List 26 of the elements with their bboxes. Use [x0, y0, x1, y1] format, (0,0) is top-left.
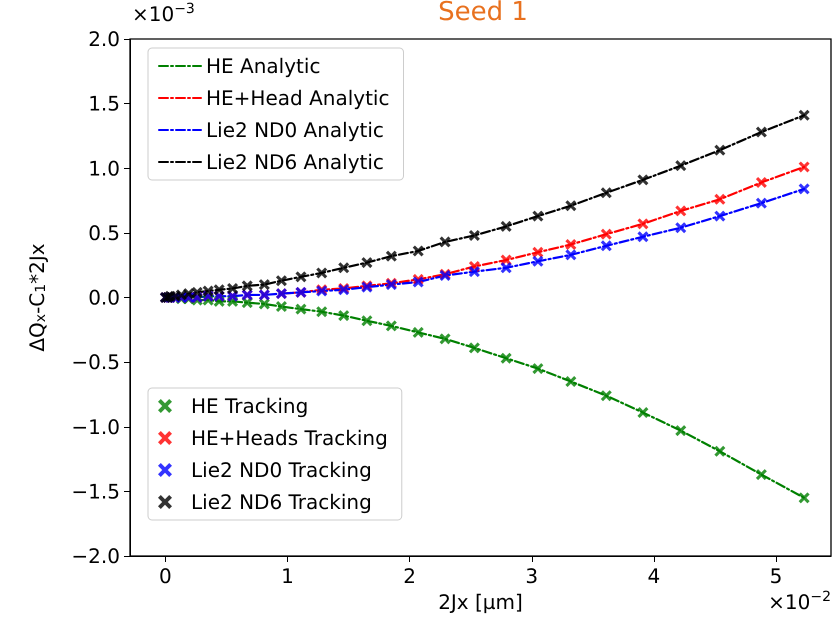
y-tick-label: −1.5: [71, 479, 120, 504]
x-tick-label: 2: [403, 564, 416, 588]
y-tick-label: 0.5: [88, 220, 120, 245]
legend-label: HE Tracking: [191, 394, 308, 418]
legend-label: Lie2 ND0 Analytic: [206, 118, 384, 142]
y-tick-label: 1.5: [88, 92, 120, 116]
x-axis-title: 2Jx [μm]: [438, 590, 523, 614]
x-tick-label: 5: [770, 564, 782, 588]
y-tick-label: −0.5: [71, 350, 120, 374]
y-tick-label: 2.0: [88, 27, 120, 51]
legend-label: Lie2 ND6 Tracking: [191, 490, 372, 514]
x-tick-label: 1: [281, 564, 294, 588]
x-tick-label: 0: [159, 564, 172, 588]
chart-title: Seed 1: [438, 0, 528, 27]
y-tick-label: 1.0: [88, 156, 120, 180]
y-axis-title: ΔQx-C1*2Jx: [25, 243, 49, 352]
x-tick-label: 4: [648, 564, 660, 588]
x-tick-label: 3: [525, 564, 538, 588]
y-tick-label: −2.0: [71, 544, 120, 568]
y-tick-label: 0.0: [88, 286, 120, 310]
legend-label: HE Analytic: [206, 54, 320, 78]
legend-label: Lie2 ND6 Analytic: [206, 150, 384, 174]
legend-label: HE+Head Analytic: [206, 86, 390, 110]
legend-label: HE+Heads Tracking: [191, 426, 388, 450]
y-tick-label: −1.0: [71, 414, 120, 439]
legend-label: Lie2 ND0 Tracking: [191, 458, 372, 482]
